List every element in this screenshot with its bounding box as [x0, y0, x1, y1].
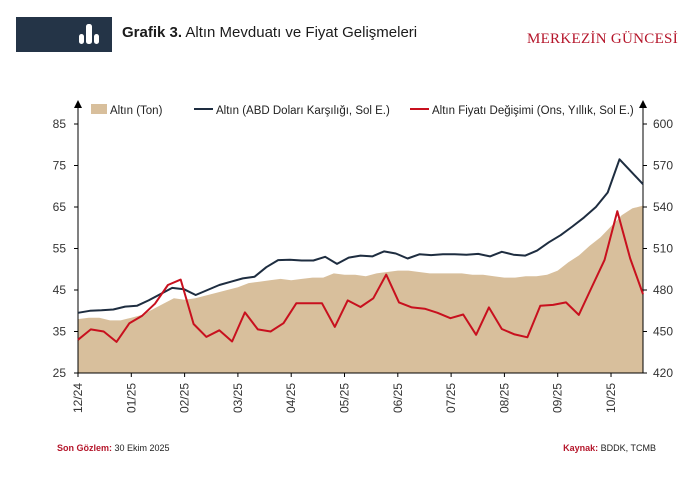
- legend-swatch-area: [91, 104, 107, 114]
- series-line-price-change: [77, 210, 644, 343]
- left-axis-arrow: [74, 100, 82, 108]
- legend-label-red-line: Altın Fiyatı Değişimi (Ons, Yıllık, Sol …: [432, 105, 634, 117]
- bar-chart-icon-bar: [79, 34, 84, 44]
- series-area-gold-tonnes: [78, 205, 643, 373]
- legend-label-dark-line: Altın (ABD Doları Karşılığı, Sol E.): [216, 105, 390, 117]
- right-axis-arrow: [639, 100, 647, 108]
- right-tick-label: 420: [653, 366, 673, 380]
- x-tick-label: 10/25: [604, 383, 618, 413]
- right-tick-label: 510: [653, 242, 673, 256]
- x-tick-label: 01/25: [124, 383, 138, 413]
- x-tick-label: 06/25: [391, 383, 405, 413]
- right-tick-label: 540: [653, 200, 673, 214]
- brand-name: MERKEZİN GÜNCESİ: [526, 31, 678, 47]
- footer-last-observation-label: Son Gözlem:: [57, 443, 113, 453]
- left-tick-label: 25: [53, 366, 67, 380]
- chart-title: Grafik 3. Altın Mevduatı ve Fiyat Gelişm…: [122, 24, 417, 41]
- x-tick-label: 03/25: [231, 383, 245, 413]
- x-tick-label: 12/24: [71, 383, 85, 413]
- footer-last-observation-value: 30 Ekim 2025: [112, 443, 170, 453]
- bar-chart-icon-bar: [86, 24, 92, 44]
- chart-title-prefix: Grafik 3.: [122, 24, 183, 41]
- footer-source-label: Kaynak:: [563, 443, 599, 453]
- footer-source: Kaynak: BDDK, TCMB: [563, 443, 656, 453]
- plot-area: 25 35 45 55 65 75 85 420 450 480 510 540 570 600 12/24…: [53, 100, 673, 413]
- series-line-usd-value: [77, 158, 644, 314]
- left-tick-label: 55: [53, 242, 67, 256]
- x-tick-label: 07/25: [444, 383, 458, 413]
- footer-last-observation: Son Gözlem: 30 Ekim 2025: [57, 443, 170, 453]
- bar-chart-icon-bar: [94, 34, 99, 44]
- legend: Altın (Ton) Altın (ABD Doları Karşılığı,…: [91, 104, 634, 117]
- x-tick-label: 04/25: [284, 383, 298, 413]
- legend-label-area: Altın (Ton): [110, 105, 163, 117]
- x-tick-label: 05/25: [338, 383, 352, 413]
- left-tick-label: 75: [53, 159, 67, 173]
- footer-source-value: BDDK, TCMB: [598, 443, 656, 453]
- right-tick-label: 450: [653, 325, 673, 339]
- bar-chart-icon: [79, 24, 99, 44]
- left-tick-label: 85: [53, 117, 67, 131]
- x-tick-label: 09/25: [551, 383, 565, 413]
- chart-title-text: Altın Mevduatı ve Fiyat Gelişmeleri: [182, 24, 418, 41]
- left-tick-label: 65: [53, 200, 67, 214]
- left-tick-label: 35: [53, 325, 67, 339]
- x-tick-label: 08/25: [497, 383, 511, 413]
- header-logo-box: [16, 17, 112, 52]
- right-tick-label: 480: [653, 283, 673, 297]
- left-tick-label: 45: [53, 283, 67, 297]
- x-tick-label: 02/25: [178, 383, 192, 413]
- right-tick-label: 600: [653, 117, 673, 131]
- right-tick-label: 570: [653, 159, 673, 173]
